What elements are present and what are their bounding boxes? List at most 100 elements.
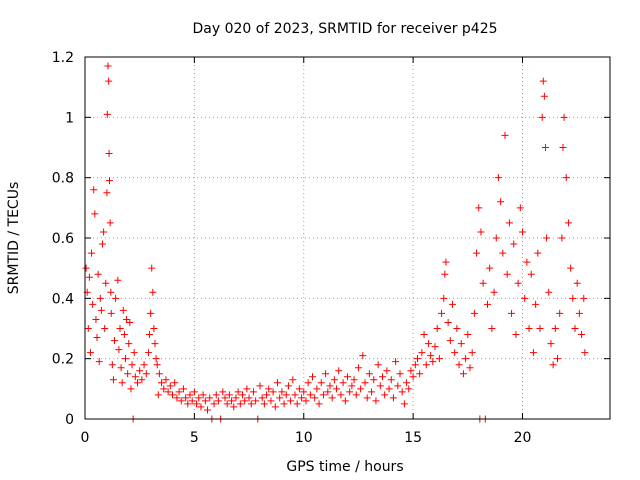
data-point: [539, 77, 547, 85]
data-point: [556, 309, 564, 317]
data-point: [107, 288, 115, 296]
data-point: [422, 361, 430, 369]
data-point: [387, 376, 395, 384]
data-point: [160, 385, 168, 393]
data-point: [497, 198, 505, 206]
data-point: [221, 394, 229, 402]
data-points-layer: [82, 62, 589, 423]
data-point: [529, 349, 537, 357]
data-point: [274, 379, 281, 387]
data-point: [385, 385, 393, 393]
data-point: [173, 394, 181, 402]
data-point: [389, 394, 397, 402]
data-point: [131, 373, 139, 381]
data-point: [258, 394, 266, 402]
data-point: [409, 373, 417, 381]
data-point: [256, 382, 264, 390]
data-point: [260, 400, 268, 408]
data-point: [527, 270, 535, 278]
data-point: [128, 361, 136, 369]
data-point: [543, 234, 551, 242]
data-point: [94, 270, 102, 278]
data-point: [442, 258, 450, 266]
x-tick-label: 20: [514, 430, 532, 446]
data-point: [112, 294, 120, 302]
data-point: [127, 385, 135, 393]
data-point: [383, 367, 391, 375]
data-point: [344, 373, 351, 381]
data-point: [82, 264, 90, 272]
data-point: [190, 388, 198, 396]
data-point: [101, 325, 109, 332]
data-point: [142, 370, 150, 378]
data-point: [510, 240, 518, 248]
data-point: [427, 352, 435, 360]
data-point: [265, 385, 273, 393]
data-point: [166, 382, 174, 390]
data-point: [368, 388, 376, 396]
data-point: [171, 379, 179, 387]
data-point: [88, 249, 96, 257]
data-point: [99, 240, 106, 248]
data-point: [306, 391, 314, 399]
data-point: [311, 394, 319, 402]
data-point: [455, 361, 463, 369]
data-point: [298, 394, 306, 402]
data-point: [317, 379, 325, 387]
data-point: [111, 337, 119, 345]
data-point: [117, 364, 125, 372]
data-point: [287, 397, 295, 405]
data-point: [247, 400, 255, 408]
data-point: [473, 249, 481, 257]
y-tick-label: 1.2: [52, 50, 74, 66]
data-point: [335, 367, 343, 375]
data-point: [376, 382, 384, 390]
data-point: [433, 325, 441, 332]
y-tick-label: 0: [65, 412, 74, 428]
data-point: [519, 228, 526, 236]
chart-title: Day 020 of 2023, SRMTID for receiver p42…: [192, 21, 497, 37]
data-point: [512, 331, 520, 339]
data-point: [162, 376, 170, 384]
data-point: [499, 249, 507, 257]
data-point: [154, 391, 162, 399]
data-point: [106, 219, 114, 227]
data-point: [521, 294, 529, 302]
data-point: [245, 394, 253, 402]
data-point: [271, 403, 279, 411]
data-point: [429, 358, 437, 366]
data-point: [357, 385, 365, 393]
data-point: [438, 309, 446, 317]
data-point: [446, 337, 454, 345]
data-point: [206, 394, 214, 402]
data-point: [236, 400, 244, 408]
data-point: [223, 400, 231, 408]
data-point: [451, 349, 459, 357]
data-point: [186, 391, 194, 399]
data-point: [100, 228, 108, 236]
data-point: [405, 385, 413, 393]
data-point: [462, 355, 470, 363]
data-point: [123, 315, 131, 323]
data-point: [102, 279, 110, 287]
data-point: [523, 258, 531, 266]
data-point: [138, 376, 146, 384]
data-point: [121, 355, 129, 363]
data-point: [269, 388, 277, 396]
ticks-layer: 0 5 10 15 20 0 0.2 0.4 0.6 0.8 1 1.2: [52, 50, 610, 446]
data-point: [396, 370, 404, 378]
data-point: [363, 394, 371, 402]
data-point: [182, 394, 190, 402]
data-point: [105, 150, 113, 158]
data-point: [239, 391, 246, 399]
data-point: [350, 376, 358, 384]
y-tick-label: 0.8: [52, 171, 74, 187]
data-point: [155, 370, 163, 378]
data-point: [564, 219, 572, 227]
data-point: [547, 340, 555, 348]
data-point: [490, 288, 498, 296]
data-point: [130, 349, 138, 357]
data-point: [313, 385, 321, 393]
data-point: [232, 394, 240, 402]
data-point: [151, 340, 159, 348]
